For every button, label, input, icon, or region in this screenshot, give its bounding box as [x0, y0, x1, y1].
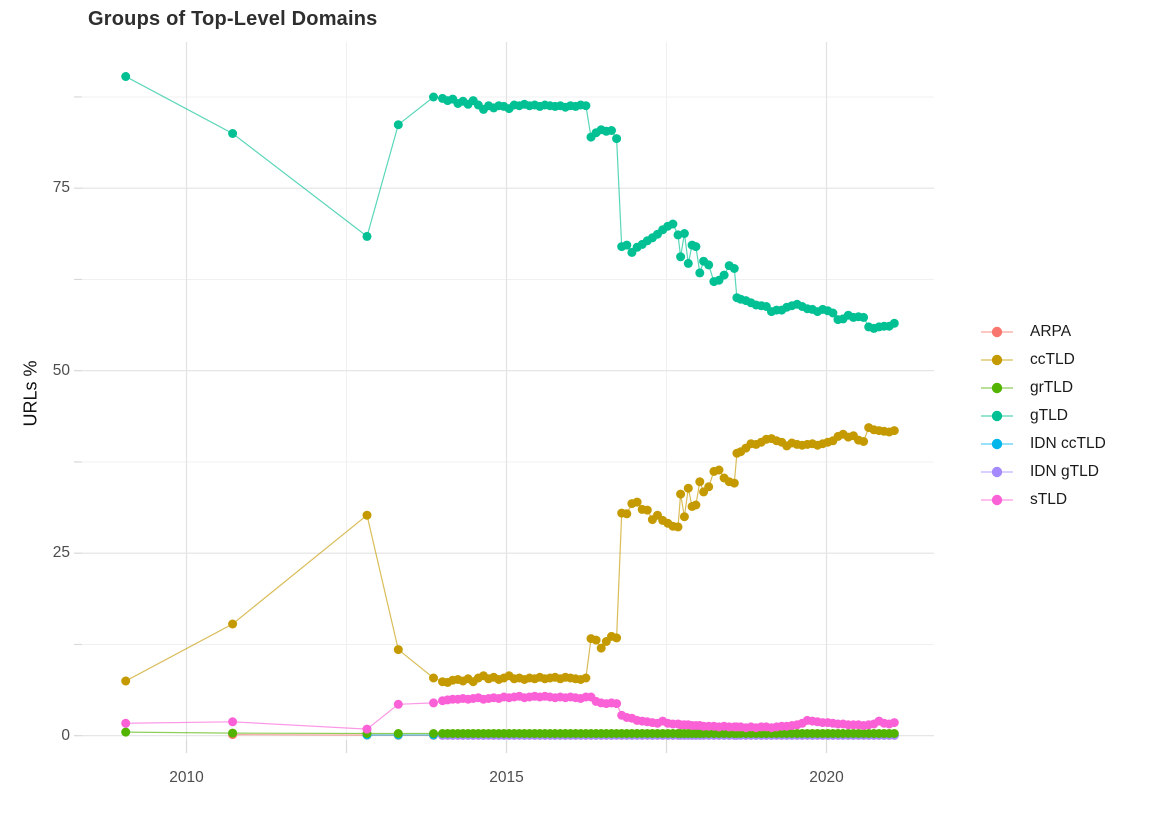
series-point-gtld — [676, 252, 686, 262]
series-point-grtld — [429, 729, 438, 738]
series-point-cctld — [695, 477, 705, 487]
x-tick-label: 2015 — [489, 769, 524, 786]
series-point-cctld — [429, 673, 438, 683]
series-point-stld — [889, 718, 899, 728]
series-point-gtld — [704, 260, 714, 270]
series-point-stld — [612, 699, 622, 709]
series-point-cctld — [632, 497, 642, 507]
legend-label: grTLD — [1030, 379, 1074, 396]
legend-label: ccTLD — [1030, 351, 1075, 368]
series-point-gtld — [228, 129, 238, 138]
y-tick-label: 50 — [52, 361, 70, 379]
series-point-gtld — [581, 101, 591, 111]
legend-item-cctld: ccTLD — [978, 346, 1106, 374]
legend-key-icon — [981, 438, 1013, 450]
legend-key-icon — [981, 326, 1013, 338]
legend-key-icon — [981, 410, 1013, 422]
legend-item-idn-gtld: IDN gTLD — [978, 458, 1106, 486]
series-point-stld — [121, 718, 131, 728]
series-point-gtld — [828, 308, 838, 318]
legend-label: IDN gTLD — [1030, 463, 1099, 480]
series-point-grtld — [393, 729, 403, 738]
series-point-cctld — [596, 643, 606, 653]
series-point-cctld — [581, 673, 591, 683]
series-point-cctld — [642, 505, 652, 515]
series-point-gtld — [607, 126, 616, 135]
series-point-gtld — [429, 92, 438, 102]
series-point-gtld — [691, 242, 701, 252]
series-point-gtld — [695, 268, 705, 278]
series-point-stld — [429, 698, 438, 708]
legend-item-gtld: gTLD — [978, 402, 1106, 430]
chart-title: Groups of Top-Level Domains — [88, 8, 378, 30]
series-point-cctld — [673, 522, 683, 532]
series-point-cctld — [622, 509, 632, 519]
series-point-cctld — [704, 482, 714, 492]
series-point-cctld — [729, 478, 739, 488]
series-point-gtld — [889, 318, 899, 328]
series-point-gtld — [121, 72, 131, 81]
legend-label: gTLD — [1030, 407, 1068, 424]
series-point-gtld — [362, 231, 372, 241]
series-point-gtld — [719, 270, 729, 280]
series-point-cctld — [228, 619, 238, 629]
series-point-cctld — [859, 437, 869, 446]
series-point-gtld — [668, 219, 678, 229]
x-tick-label: 2020 — [809, 769, 844, 786]
legend-label: sTLD — [1030, 491, 1068, 508]
series-point-stld — [228, 717, 238, 727]
series-point-gtld — [683, 258, 693, 268]
series-point-cctld — [393, 645, 403, 655]
legend-item-idn-cctld: IDN ccTLD — [978, 430, 1106, 458]
series-point-cctld — [362, 510, 372, 520]
series-point-gtld — [859, 312, 869, 322]
series-point-cctld — [676, 489, 686, 499]
series-point-gtld — [612, 134, 622, 144]
y-tick-label: 25 — [52, 544, 70, 562]
y-tick-label: 0 — [61, 726, 70, 744]
legend-label: ARPA — [1030, 323, 1072, 340]
series-point-cctld — [714, 465, 724, 475]
series-point-cctld — [691, 500, 701, 510]
series-point-cctld — [612, 633, 622, 643]
legend-label: IDN ccTLD — [1030, 435, 1106, 452]
series-point-gtld — [729, 264, 739, 273]
series-point-gtld — [622, 240, 632, 250]
x-tick-label: 2010 — [169, 769, 204, 786]
series-point-cctld — [591, 635, 601, 645]
legend-key-icon — [981, 382, 1013, 394]
series-point-cctld — [679, 512, 689, 522]
y-tick-label: 75 — [52, 179, 70, 197]
series-point-cctld — [683, 483, 693, 493]
legend: ARPA ccTLD grTLD gTLD IDN ccTLD IDN gTLD sTLD — [978, 318, 1106, 514]
series-point-cctld — [121, 676, 131, 686]
legend-item-grtld: grTLD — [978, 374, 1106, 402]
legend-item-stld: sTLD — [978, 486, 1106, 514]
legend-key-icon — [981, 494, 1013, 506]
series-point-gtld — [393, 120, 403, 130]
series-point-stld — [393, 699, 403, 709]
series-point-grtld — [228, 728, 238, 738]
legend-item-arpa: ARPA — [978, 318, 1106, 346]
series-point-stld — [362, 724, 372, 734]
series-point-cctld — [889, 426, 899, 436]
series-point-gtld — [679, 229, 689, 238]
series-line-gtld — [125, 75, 895, 330]
legend-key-icon — [981, 466, 1013, 478]
series-point-grtld — [121, 727, 131, 737]
legend-key-icon — [981, 354, 1013, 366]
series-point-grtld — [889, 729, 899, 738]
